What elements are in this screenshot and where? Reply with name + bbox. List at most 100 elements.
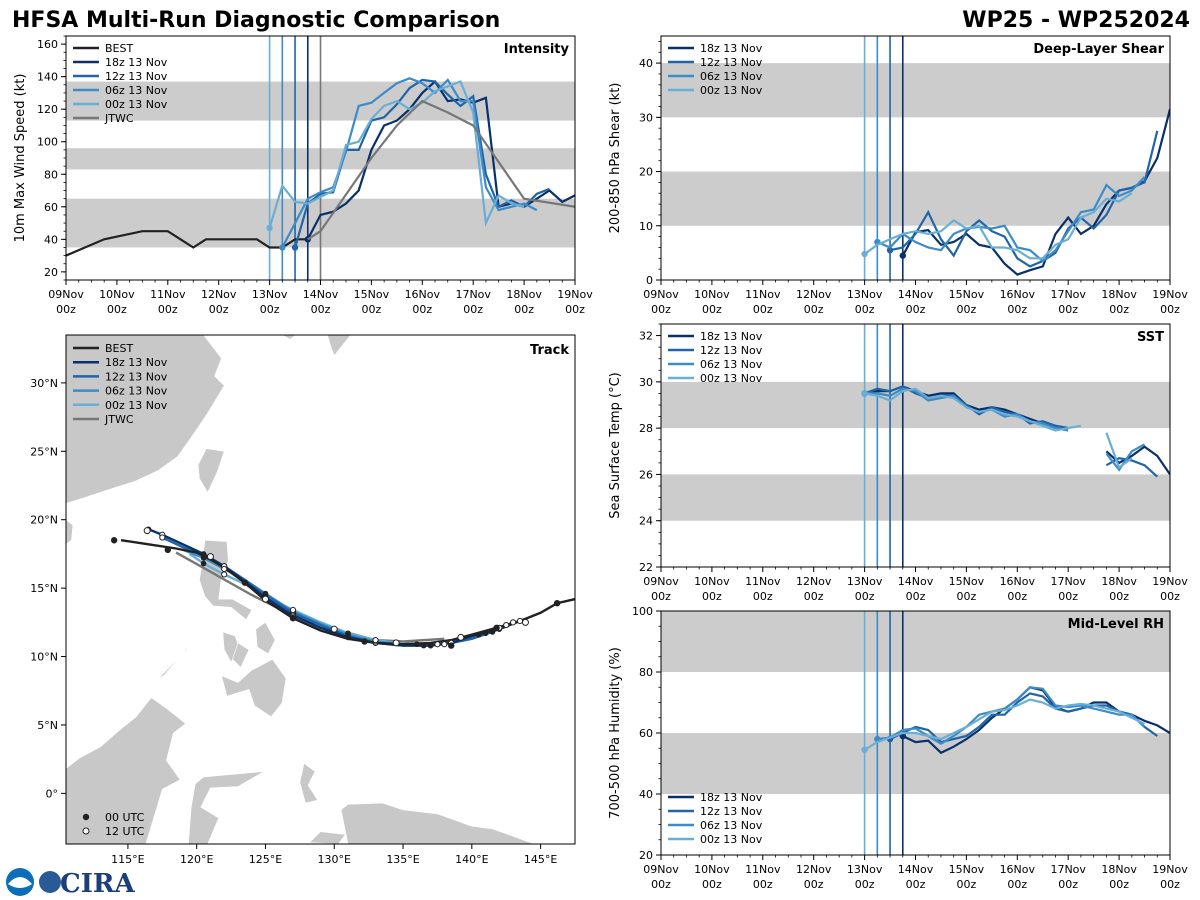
sst-legend-label: 00z 13 Nov <box>700 372 763 385</box>
rh-xtick-label: 10Nov <box>694 863 730 876</box>
shear-xtick-label: 14Nov <box>898 288 934 301</box>
intensity-panel: 20 40 60 80 100 120 140 160 09Nov 00z 10Nov 00z 11No… <box>13 35 593 316</box>
intensity-xtick-label-hour: 00z <box>56 303 76 316</box>
shear-xtick-label-hour: 00z <box>906 303 926 316</box>
shear-init-point <box>886 246 894 254</box>
track-title: Track <box>530 343 569 358</box>
intensity-xtick-label-hour: 00z <box>107 303 127 316</box>
rh-xtick-label-hour: 00z <box>753 878 773 891</box>
intensity-ytick-label: 140 <box>37 71 58 84</box>
shear-band-1 <box>661 63 1170 118</box>
shear-ytick-label: 20 <box>639 166 653 179</box>
marker-legend-label: 12 UTC <box>105 825 145 838</box>
sst-series-line <box>864 387 1082 432</box>
marker-legend-12utc <box>82 827 90 835</box>
rh-legend-label: 18z 13 Nov <box>700 791 763 804</box>
best-marker-00utc <box>164 546 171 554</box>
sst-xtick-label-hour: 00z <box>1007 590 1027 603</box>
sst-ytick-label: 22 <box>639 561 653 574</box>
intensity-xtick-label: 09Nov <box>48 288 84 301</box>
track-frame <box>65 334 576 845</box>
intensity-legend-label: BEST <box>105 42 133 55</box>
shear-xtick-label-hour: 00z <box>855 303 875 316</box>
shear-legend-label: 18z 13 Nov <box>700 42 763 55</box>
rh-xtick-label-hour: 00z <box>855 878 875 891</box>
sst-xtick-label: 15Nov <box>949 575 985 588</box>
track-marker-12utc <box>221 565 228 573</box>
sst-xtick-label-hour: 00z <box>1160 590 1180 603</box>
track-marker-00utc <box>413 641 420 648</box>
intensity-ytick-label: 160 <box>37 38 58 51</box>
sst-series-line-2 <box>1105 443 1146 472</box>
track-marker-00utc <box>427 642 434 649</box>
noaa-bird-icon <box>8 877 32 888</box>
rh-xtick-label: 14Nov <box>898 863 934 876</box>
shear-xtick-label: 11Nov <box>745 288 781 301</box>
shear-ytick-label: 10 <box>639 220 653 233</box>
intensity-ytick-label: 100 <box>37 136 58 149</box>
sst-series-line-2 <box>1105 432 1133 470</box>
intensity-series-line <box>268 80 525 229</box>
sst-xtick-label: 10Nov <box>694 575 730 588</box>
best-marker-12utc <box>392 639 400 647</box>
intensity-xtick-label: 15Nov <box>354 288 390 301</box>
rh-xtick-label-hour: 00z <box>651 878 671 891</box>
shear-series-line <box>889 130 1159 268</box>
figure-title: HFSA Multi-Run Diagnostic Comparison <box>12 8 500 33</box>
best-marker-00utc <box>447 642 455 649</box>
track-ytick-label: 0° <box>46 787 59 800</box>
track-marker-12utc <box>434 641 441 648</box>
shear-plot-area <box>661 36 1170 280</box>
halmahera-land <box>299 762 319 804</box>
shear-xtick-label-hour: 00z <box>651 303 671 316</box>
sst-ytick-label: 30 <box>639 376 653 389</box>
palawan-land <box>157 639 192 679</box>
track-legend-label: 12z 13 Nov <box>105 370 168 383</box>
track-marker-00utc <box>200 560 207 567</box>
shear-xtick-label: 15Nov <box>949 288 985 301</box>
track-xtick-label: 125°E <box>249 853 282 866</box>
rh-ytick-label: 20 <box>639 849 653 862</box>
borneo-land <box>66 697 187 844</box>
intensity-xtick-label-hour: 00z <box>463 303 483 316</box>
intensity-init-point <box>266 224 273 232</box>
shear-panel: 0 10 20 30 40 09Nov 00z 10Nov 00z 11Nov 00z 12Nov 00… <box>608 35 1188 316</box>
shear-init-point <box>899 252 906 259</box>
rh-xtick-label-hour: 00z <box>1109 878 1129 891</box>
cira-logo: CIRA <box>6 868 135 899</box>
intensity-xtick-label: 19Nov <box>557 288 593 301</box>
rh-xtick-label-hour: 00z <box>906 878 926 891</box>
shear-xtick-label-hour: 00z <box>702 303 722 316</box>
track-legend-label: 18z 13 Nov <box>105 356 168 369</box>
shear-title: Deep-Layer Shear <box>1033 42 1164 57</box>
track-marker-12utc <box>289 606 297 614</box>
rh-ytick-label: 40 <box>639 788 653 801</box>
rh-xtick-label: 19Nov <box>1152 863 1188 876</box>
cira-logo-text: CIRA <box>60 869 135 899</box>
storm-id: WP25 - WP252024 <box>962 8 1190 33</box>
marker-legend-00utc <box>82 813 90 821</box>
track-ytick-label: 5°N <box>37 719 58 732</box>
hainan-land <box>66 519 74 545</box>
shear-xtick-label: 13Nov <box>847 288 883 301</box>
rh-xtick-label: 09Nov <box>643 863 679 876</box>
shear-xtick-label: 10Nov <box>694 288 730 301</box>
rh-ytick-label: 100 <box>632 605 653 618</box>
track-legend-label: BEST <box>105 342 133 355</box>
rh-ytick-label: 80 <box>639 666 653 679</box>
intensity-ytick-label: 120 <box>37 103 58 116</box>
track-marker-12utc <box>503 621 510 629</box>
track-marker-00utc <box>200 555 207 561</box>
rh-xtick-label-hour: 00z <box>1058 878 1078 891</box>
sst-xtick-label-hour: 00z <box>804 590 824 603</box>
rh-ytick-label: 60 <box>639 727 653 740</box>
rh-xtick-label-hour: 00z <box>804 878 824 891</box>
best-marker-12utc <box>330 625 338 633</box>
track-xtick-label: 120°E <box>180 853 213 866</box>
shear-band-0 <box>661 171 1170 226</box>
sst-panel: 22 24 26 28 30 32 09Nov 00z 10Nov 00z 11Nov 00z 12No… <box>608 323 1188 603</box>
rh-xtick-label-hour: 00z <box>1007 878 1027 891</box>
sst-xtick-label: 19Nov <box>1152 575 1188 588</box>
sst-xtick-label: 17Nov <box>1050 575 1086 588</box>
